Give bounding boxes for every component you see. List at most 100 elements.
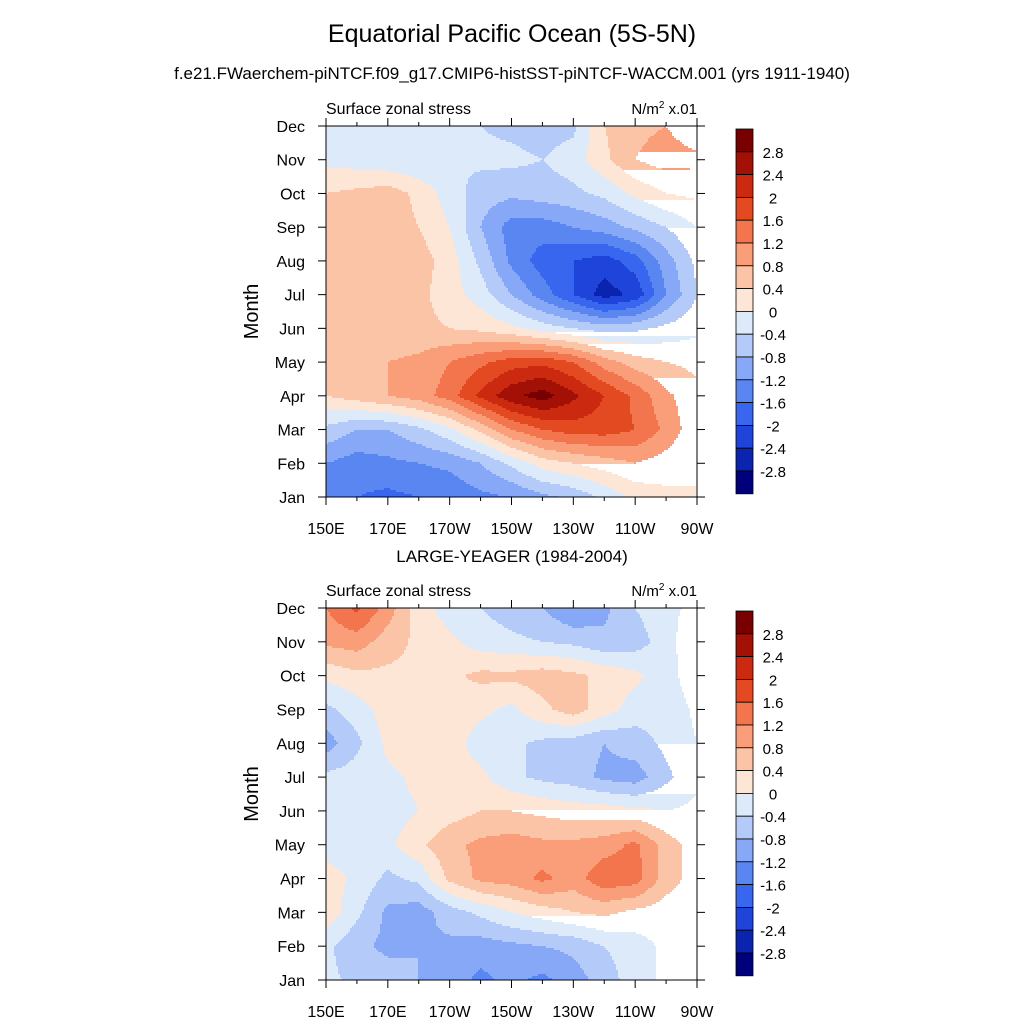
contour-cell — [642, 868, 658, 870]
contour-cell — [642, 320, 676, 322]
contour-cell — [326, 404, 392, 406]
contour-cell — [600, 402, 630, 404]
contour-cell — [442, 376, 470, 378]
contour-cell — [492, 428, 510, 430]
contour-cell — [642, 872, 658, 874]
contour-cell — [488, 290, 508, 292]
contour-cell — [632, 414, 656, 416]
contour-cell — [610, 750, 662, 752]
contour-cell — [676, 264, 694, 266]
contour-cell — [388, 382, 440, 384]
contour-cell — [526, 770, 596, 772]
contour-cell — [610, 180, 640, 182]
contour-cell — [326, 158, 542, 160]
contour-cell — [338, 710, 374, 712]
contour-cell — [628, 268, 646, 270]
contour-cell — [372, 888, 424, 890]
contour-cell — [326, 810, 418, 812]
contour-cell — [472, 814, 534, 816]
contour-cell — [666, 226, 696, 228]
contour-cell — [466, 224, 482, 226]
contour-cell — [484, 610, 546, 612]
contour-cell — [454, 328, 526, 330]
contour-cell — [376, 948, 554, 950]
contour-cell — [358, 734, 380, 736]
contour-cell — [588, 676, 644, 678]
contour-cell — [326, 440, 334, 442]
contour-cell — [482, 366, 528, 368]
contour-cell — [478, 488, 528, 490]
contour-cell — [638, 230, 670, 232]
contour-cell — [640, 850, 658, 852]
contour-cell — [482, 608, 544, 610]
contour-cell — [496, 620, 560, 622]
contour-cell — [326, 872, 342, 874]
contour-cell — [326, 836, 398, 838]
contour-cell — [538, 408, 550, 410]
contour-cell — [354, 756, 386, 758]
contour-cell — [566, 360, 590, 362]
contour-cell — [498, 274, 518, 276]
contour-cell — [376, 882, 418, 884]
contour-cell — [390, 430, 430, 432]
contour-cell — [572, 714, 574, 716]
colorbar-label: 0.4 — [763, 282, 784, 299]
contour-cell — [326, 642, 370, 644]
figure-title: Equatorial Pacific Ocean (5S-5N) — [327, 20, 697, 48]
contour-cell — [582, 894, 640, 896]
contour-cell — [580, 912, 618, 914]
contour-cell — [598, 862, 642, 864]
contour-cell — [584, 336, 696, 338]
contour-cell — [644, 770, 672, 772]
contour-cell — [640, 614, 680, 616]
contour-cell — [410, 196, 438, 198]
contour-cell — [572, 310, 602, 312]
contour-cell — [600, 886, 616, 888]
contour-cell — [462, 818, 560, 820]
contour-cell — [470, 448, 494, 450]
contour-cell — [574, 274, 636, 276]
colorbar-swatch — [735, 219, 754, 244]
contour-cell — [586, 878, 642, 880]
contour-cell — [534, 200, 608, 202]
y-tick-label: Apr — [280, 872, 306, 889]
contour-cell — [658, 874, 682, 876]
contour-cell — [326, 650, 354, 652]
contour-cell — [484, 236, 504, 238]
contour-cell — [550, 482, 598, 484]
contour-cell — [326, 680, 472, 682]
contour-cell — [326, 400, 360, 402]
contour-cell — [428, 420, 456, 422]
contour-cell — [410, 620, 442, 622]
contour-cell — [590, 130, 606, 132]
contour-cell — [550, 470, 606, 472]
contour-cell — [584, 368, 604, 370]
contour-cell — [342, 978, 418, 980]
contour-cell — [562, 142, 588, 144]
contour-cell — [326, 854, 408, 856]
contour-cell — [326, 926, 328, 928]
contour-cell — [448, 438, 472, 440]
contour-cell — [680, 282, 696, 284]
contour-cell — [346, 876, 382, 878]
contour-cell — [486, 434, 504, 436]
contour-cell — [386, 906, 424, 908]
contour-cell — [326, 168, 352, 170]
contour-cell — [434, 432, 460, 434]
x-tick-label: 110W — [615, 521, 657, 538]
contour-cell — [644, 834, 670, 836]
contour-cell — [338, 422, 398, 424]
contour-cell — [660, 242, 682, 244]
contour-cell — [326, 870, 340, 872]
contour-cell — [560, 484, 602, 486]
contour-cell — [534, 426, 634, 428]
contour-cell — [644, 674, 678, 676]
contour-cell — [498, 622, 562, 624]
contour-cell — [534, 454, 584, 456]
contour-cell — [412, 794, 526, 796]
contour-cell — [326, 306, 432, 308]
contour-cell — [326, 362, 388, 364]
contour-cell — [548, 164, 590, 166]
contour-cell — [362, 744, 384, 746]
contour-cell — [356, 754, 386, 756]
